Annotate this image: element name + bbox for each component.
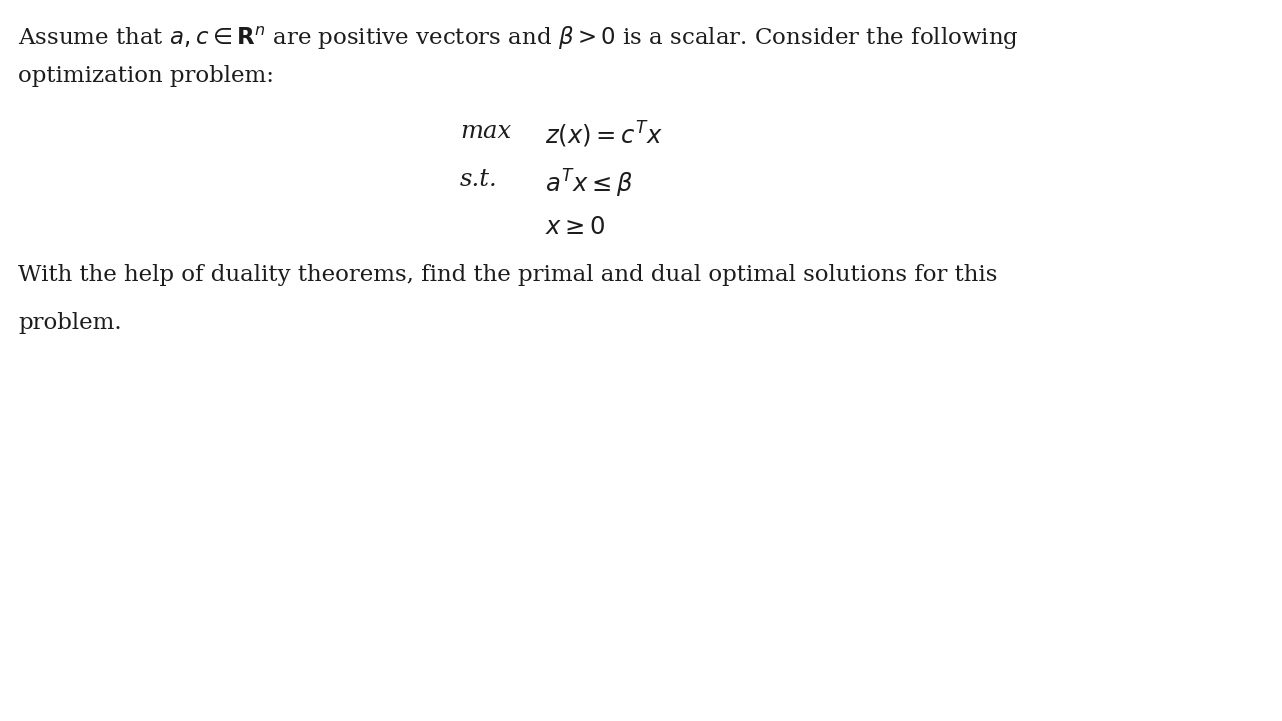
Text: With the help of duality theorems, find the primal and dual optimal solutions fo: With the help of duality theorems, find …: [18, 264, 997, 286]
Text: $z(x) = c^Tx$: $z(x) = c^Tx$: [545, 120, 663, 150]
Text: $a^Tx \leq \beta$: $a^Tx \leq \beta$: [545, 168, 633, 200]
Text: s.t.: s.t.: [460, 168, 497, 191]
Text: max: max: [460, 120, 512, 143]
Text: optimization problem:: optimization problem:: [18, 65, 274, 87]
Text: problem.: problem.: [18, 312, 122, 334]
Text: $x \geq 0$: $x \geq 0$: [545, 216, 605, 239]
Text: Assume that $a, c \in \mathbf{R}^n$ are positive vectors and $\beta > 0$ is a sc: Assume that $a, c \in \mathbf{R}^n$ are …: [18, 25, 1019, 52]
